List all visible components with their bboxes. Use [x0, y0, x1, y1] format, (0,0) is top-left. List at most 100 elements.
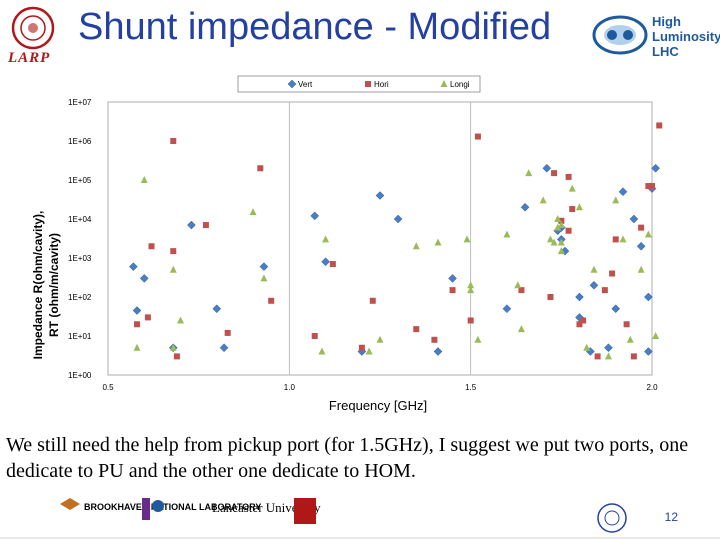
- larp-logo: [11, 6, 55, 50]
- longi-point: [612, 196, 620, 204]
- vert-point: [393, 214, 403, 224]
- y-tick-label: 1E+07: [68, 98, 92, 107]
- vert-point: [575, 292, 584, 302]
- longi-point: [318, 347, 326, 355]
- hori-point: [170, 248, 177, 255]
- vert-point: [611, 304, 621, 314]
- hori-point: [431, 336, 438, 343]
- longi-point: [626, 335, 634, 343]
- y-tick-label: 1E+02: [68, 293, 92, 302]
- longi-point: [539, 196, 547, 204]
- legend-label-longi: Longi: [450, 80, 470, 89]
- hori-point: [623, 321, 630, 328]
- vert-point: [502, 304, 512, 314]
- hori-point: [645, 183, 652, 190]
- larp-label: LARP: [8, 50, 51, 66]
- hori-point: [369, 297, 376, 304]
- longi-point: [652, 332, 660, 339]
- longi-point: [260, 274, 268, 282]
- vert-point: [187, 220, 196, 230]
- legend-label-vert: Vert: [298, 80, 313, 89]
- hori-point: [551, 170, 558, 177]
- hori-point: [565, 173, 572, 180]
- legend-marker-longi: [440, 80, 448, 87]
- hori-point: [638, 224, 645, 231]
- y-tick-label: 1E+06: [68, 137, 92, 146]
- longi-point: [376, 335, 384, 343]
- hori-point: [594, 353, 601, 360]
- vert-point: [129, 262, 138, 272]
- longi-point: [583, 343, 591, 351]
- longi-point: [550, 238, 558, 246]
- longi-point: [604, 352, 612, 360]
- vert-point: [212, 304, 222, 314]
- longi-point: [637, 265, 645, 273]
- vert-point: [448, 274, 457, 283]
- x-tick-labels: 0.5 1.0 1.5 2.0: [102, 383, 658, 392]
- longi-point: [517, 325, 525, 333]
- longi-point: [554, 215, 562, 222]
- longi-point: [467, 286, 475, 294]
- y-tick-label: 1E+00: [68, 371, 92, 380]
- impedance-chart: Vert Hori Longi 1E+001E+011E+021E+031E+041…: [31, 75, 663, 413]
- hori-point: [558, 217, 565, 224]
- hori-point: [565, 227, 572, 234]
- hori-point: [449, 287, 456, 294]
- longi-point: [467, 281, 475, 289]
- legend-marker-vert: [287, 79, 297, 89]
- longi-point: [503, 230, 511, 238]
- vert-point: [644, 292, 653, 302]
- hori-point: [144, 314, 151, 321]
- hori-point: [311, 333, 318, 339]
- longi-point: [365, 347, 373, 355]
- y-axis-label-line-1: Impedance R(ohm/cavity),: [31, 211, 45, 360]
- vert-point: [644, 347, 653, 356]
- longi-point: [546, 235, 554, 243]
- vert-point: [629, 214, 639, 224]
- grid: [107, 101, 653, 376]
- longi-point: [474, 335, 482, 343]
- longi-point: [463, 235, 471, 243]
- legend-box: [237, 75, 481, 93]
- vert-point: [259, 262, 269, 272]
- hori-point: [329, 261, 336, 268]
- vert-point: [520, 202, 530, 212]
- y-tick-label: 1E+03: [68, 254, 92, 263]
- longi-point: [412, 242, 420, 250]
- brookhaven-text: BROOKHAVEN NATIONAL LABORATORY: [84, 502, 261, 512]
- longi-point: [557, 238, 565, 246]
- hori-point: [612, 236, 619, 243]
- hl-lhc-line-3: LHC: [652, 44, 679, 59]
- legend-marker-hori: [365, 81, 371, 87]
- hori-point: [649, 183, 655, 190]
- daresbury-logo: [142, 498, 164, 520]
- longi-point: [525, 169, 533, 177]
- hori-point: [173, 353, 180, 360]
- hori-point: [202, 222, 209, 229]
- x-tick-label: 1.0: [284, 383, 296, 392]
- hori-point: [569, 206, 576, 213]
- hori-point: [656, 122, 663, 129]
- longi-point: [322, 235, 330, 243]
- vert-point: [321, 257, 330, 267]
- vert-point: [433, 347, 443, 356]
- slide-caption: We still need the help from pickup port …: [6, 434, 689, 482]
- x-tick-label: 2.0: [646, 383, 658, 392]
- longi-point: [177, 316, 185, 324]
- vert-point: [310, 211, 320, 221]
- y-tick-label: 1E+01: [68, 332, 92, 341]
- x-axis-label: Frequency [GHz]: [329, 398, 427, 413]
- vert-point: [618, 187, 628, 197]
- vert-point: [589, 280, 599, 290]
- longi-point: [644, 230, 652, 238]
- hori-point: [467, 317, 474, 324]
- hori-point: [630, 353, 637, 360]
- hori-point: [474, 133, 481, 140]
- longi-point: [169, 343, 177, 351]
- vert-point: [604, 343, 613, 353]
- longi-point: [133, 343, 141, 351]
- longi-point: [557, 221, 565, 229]
- y-tick-label: 1E+04: [68, 215, 92, 224]
- hori-point: [413, 326, 420, 333]
- longi-point: [140, 176, 148, 183]
